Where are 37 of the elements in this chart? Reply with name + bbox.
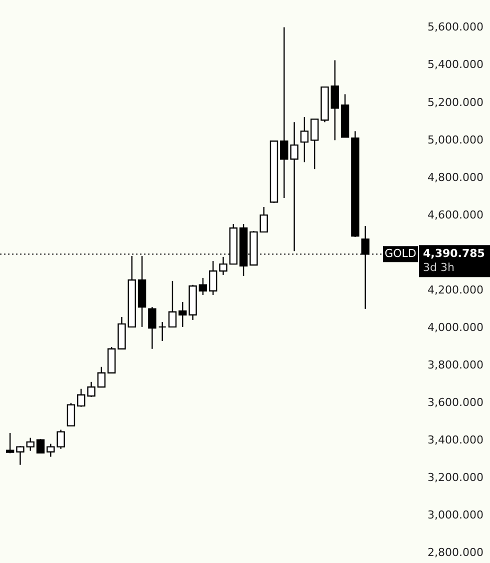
candlestick xyxy=(300,116,309,163)
text: 4,390.785 xyxy=(423,247,485,260)
y-tick-label: 5,000.000 xyxy=(428,133,484,146)
candlestick xyxy=(66,402,76,426)
y-tick-label: 3,200.000 xyxy=(428,471,484,484)
y-tick-label: 3,400.000 xyxy=(428,434,484,447)
y-tick-label: 4,600.000 xyxy=(428,208,484,222)
candlestick xyxy=(198,277,208,296)
candlestick xyxy=(219,256,228,276)
candlestick xyxy=(148,306,156,350)
candlestick xyxy=(6,432,14,454)
candlestick xyxy=(310,118,319,170)
candlestick xyxy=(158,321,166,342)
y-tick-label: 3,800.000 xyxy=(428,358,484,372)
candlestick xyxy=(16,445,24,466)
candlestick xyxy=(208,260,218,296)
candlestick xyxy=(97,366,106,388)
y-tick-label: 2,800.000 xyxy=(428,546,484,560)
y-tick-label: 3,600.000 xyxy=(428,396,484,410)
candlestick xyxy=(26,437,34,452)
y-tick-label: 4,000.000 xyxy=(428,320,484,334)
y-tick-label: 3,000.000 xyxy=(428,508,484,522)
candlestick xyxy=(330,60,339,141)
y-tick-label: 5,200.000 xyxy=(428,96,484,109)
candlestick xyxy=(178,301,187,328)
text: 3d 3h xyxy=(423,261,454,274)
y-tick-label: 5,400.000 xyxy=(428,58,484,72)
candlestick xyxy=(87,381,96,398)
candlestick xyxy=(77,388,86,408)
y-tick-label: 5,600.000 xyxy=(428,20,484,34)
candlestick xyxy=(36,438,45,454)
y-tick-label: 4,800.000 xyxy=(428,170,484,184)
candlestick xyxy=(168,280,177,328)
ref-line-label: GOLD xyxy=(384,247,416,260)
candlestick xyxy=(290,122,298,252)
y-tick-label: 4,200.000 xyxy=(428,283,484,296)
candlestick xyxy=(280,26,288,199)
